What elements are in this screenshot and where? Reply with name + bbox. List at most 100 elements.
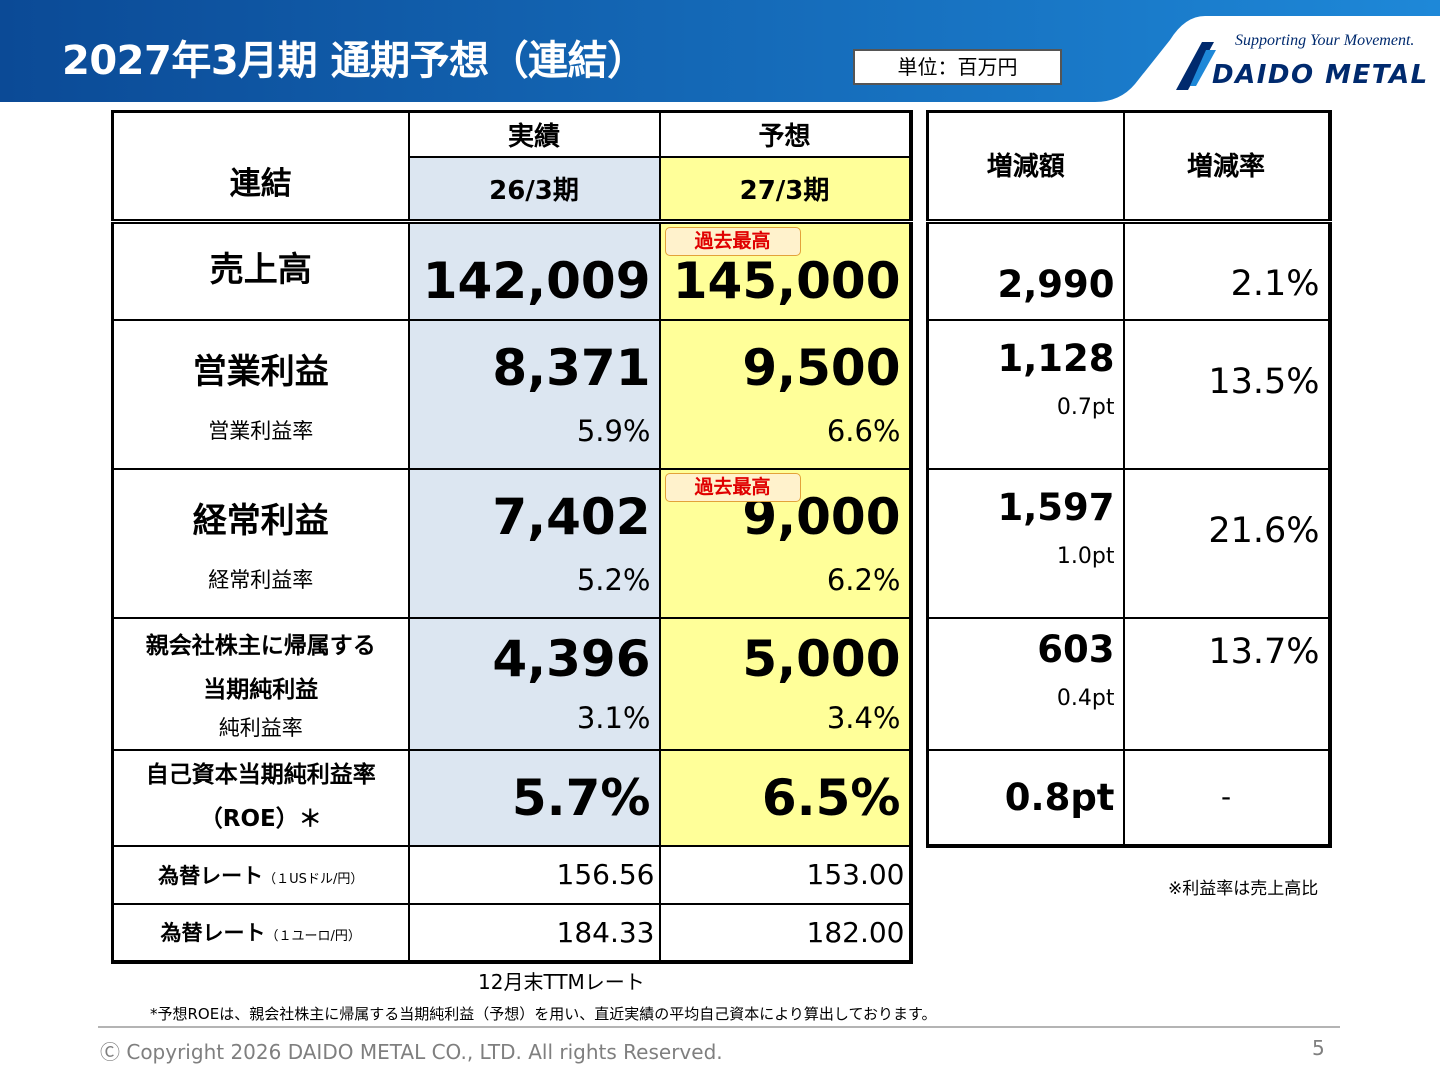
copyright-text: Ⓒ Copyright 2026 DAIDO METAL CO., LTD. A… [100,1040,723,1064]
ordinary-change-amount: 1,597 [997,485,1115,529]
corner-cell: 連結 [111,110,410,224]
table-row: 603 0.4pt 13.7% [926,616,1331,751]
record-high-badge: 過去最高 [664,472,801,502]
net-forecast-rate: 3.4% [826,701,901,735]
net-rate-cell: 13.7% [1122,616,1331,751]
ratio-note: ※利益率は売上高比 [1168,879,1319,899]
footer-divider [98,1026,1340,1028]
operating-rate-cell: 13.5% [1122,318,1331,470]
logo-tagline: Supporting Your Movement. [1235,32,1415,49]
ordinary-forecast-rate: 6.2% [826,562,901,597]
rate-header: 増減率 [1122,110,1331,224]
ordinary-actual-cell: 7,402 5.2% [407,467,661,619]
row-label: 親会社株主に帰属する 当期純利益 純利益率 [111,616,410,751]
net-label-line1: 親会社株主に帰属する [145,632,376,659]
actual-period: 26/3期 [489,175,579,206]
fx-eur-actual-cell: 184.33 [407,902,661,963]
sales-forecast-cell: 過去最高 145,000 [658,220,912,321]
table-row: 自己資本当期純利益率 （ROE）＊ 5.7% 6.5% [111,748,912,847]
table-row: 1,597 1.0pt 21.6% [926,467,1331,619]
table-row: 売上高 142,009 過去最高 145,000 [111,220,912,321]
row-label: 為替レート（１USドル/円） [111,844,410,905]
change-table: 増減額 増減率 2,990 2.1% 1,128 0.7pt 13.5% 1,5… [926,110,1332,848]
forecast-period: 27/3期 [739,175,830,206]
amount-header: 増減額 [926,110,1125,224]
net-forecast-cell: 5,000 3.4% [658,616,912,751]
fx-usd-actual-cell: 156.56 [407,844,661,905]
forecast-period-cell: 27/3期 [658,155,912,224]
roe-actual-cell: 5.7% [407,748,661,847]
operating-label: 営業利益 [192,351,329,392]
table-row: 経常利益 経常利益率 7,402 5.2% 過去最高 9,000 6.2% [111,467,912,619]
net-actual: 4,396 [492,630,651,688]
roe-change-amount: 0.8pt [1004,775,1115,819]
sales-rate-cell: 2.1% [1122,220,1331,321]
sales-actual-cell: 142,009 [407,220,661,321]
unit-label: 単位：百万円 [853,49,1062,85]
roe-label-line2: （ROE）＊ [199,805,322,832]
operating-actual-rate: 5.9% [576,413,651,448]
actual-header: 実績 [407,110,661,158]
net-sublabel: 純利益率 [218,716,303,741]
operating-change-rate: 13.5% [1208,361,1320,402]
table-row: 0.8pt - [926,748,1331,847]
table-row: 為替レート（１USドル/円） 156.56 153.00 [111,844,912,905]
roe-change-rate: - [1220,780,1232,813]
fx-eur-forecast: 182.00 [806,915,905,949]
sales-actual: 142,009 [422,252,651,311]
net-change-pt: 0.4pt [1056,686,1115,711]
roe-forecast-cell: 6.5% [658,748,912,847]
corner-label: 連結 [229,165,292,202]
fx-usd-forecast-cell: 153.00 [658,844,912,905]
ordinary-rate-cell: 21.6% [1122,467,1331,619]
forecast-table: 連結 実績 予想 26/3期 27/3期 売上高 142,009 過去最高 14… [111,110,913,964]
row-label: 売上高 [111,220,410,321]
ordinary-actual-rate: 5.2% [576,562,651,597]
row-label: 営業利益 営業利益率 [111,318,410,470]
net-change-rate: 13.7% [1208,631,1320,672]
table-row: 1,128 0.7pt 13.5% [926,318,1331,470]
operating-sublabel: 営業利益率 [208,418,314,443]
forecast-label: 予想 [758,121,811,152]
roe-rate-cell: - [1122,748,1331,847]
operating-change-pt: 0.7pt [1056,394,1115,420]
fx-eur-forecast-cell: 182.00 [658,902,912,963]
table-row: 営業利益 営業利益率 8,371 5.9% 9,500 6.6% [111,318,912,470]
operating-actual: 8,371 [492,338,651,397]
ordinary-actual: 7,402 [492,487,651,546]
row-label: 自己資本当期純利益率 （ROE）＊ [111,748,410,847]
row-label: 為替レート（１ユーロ/円） [111,902,410,963]
ordinary-forecast-cell: 過去最高 9,000 6.2% [658,467,912,619]
page-number: 5 [1312,1036,1325,1060]
logo-wordmark: DAIDO METAL [1212,60,1429,90]
operating-forecast: 9,500 [742,338,901,397]
operating-forecast-cell: 9,500 6.6% [658,318,912,470]
net-actual-cell: 4,396 3.1% [407,616,661,751]
fx-usd-unit: （１USドル/円） [263,871,364,887]
table-row: 2,990 2.1% [926,220,1331,321]
ordinary-change-rate: 21.6% [1208,510,1320,551]
net-actual-rate: 3.1% [576,701,651,735]
sales-forecast: 145,000 [672,252,901,311]
operating-actual-cell: 8,371 5.9% [407,318,661,470]
forecast-header: 予想 [658,110,912,158]
operating-amount-cell: 1,128 0.7pt [926,318,1125,470]
roe-actual: 5.7% [511,768,651,827]
sales-change-amount: 2,990 [997,262,1115,306]
ttm-note: 12月末TTMレート [478,970,645,994]
table-row: 親会社株主に帰属する 当期純利益 純利益率 4,396 3.1% 5,000 3… [111,616,912,751]
rate-label: 増減率 [1186,151,1265,182]
actual-period-cell: 26/3期 [407,155,661,224]
operating-forecast-rate: 6.6% [826,413,901,448]
net-amount-cell: 603 0.4pt [926,616,1125,751]
amount-label: 増減額 [986,151,1065,182]
net-label-line2: 当期純利益 [203,676,319,703]
fx-usd-label: 為替レート [158,863,264,888]
net-change-amount: 603 [1037,628,1115,671]
actual-label: 実績 [507,121,560,152]
ordinary-change-pt: 1.0pt [1056,543,1115,569]
ordinary-sublabel: 経常利益率 [208,567,314,592]
record-high-badge: 過去最高 [664,227,801,256]
sales-change-rate: 2.1% [1230,263,1320,304]
page-title: 2027年3月期 通期予想（連結） [62,38,647,84]
